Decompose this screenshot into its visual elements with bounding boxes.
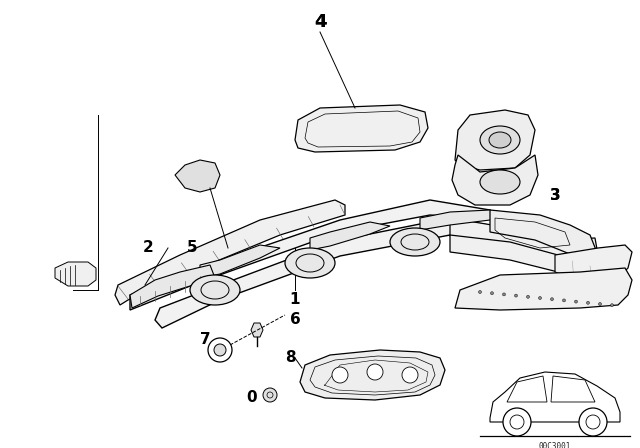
Text: 4: 4 xyxy=(314,13,326,31)
Text: 6: 6 xyxy=(290,313,300,327)
Polygon shape xyxy=(452,155,538,205)
Circle shape xyxy=(611,304,614,307)
Circle shape xyxy=(332,367,348,383)
Text: 2: 2 xyxy=(143,241,154,255)
Circle shape xyxy=(527,295,529,298)
Polygon shape xyxy=(115,200,345,305)
Circle shape xyxy=(579,408,607,436)
Text: 7: 7 xyxy=(200,332,211,348)
Circle shape xyxy=(538,297,541,300)
Circle shape xyxy=(502,293,506,296)
Circle shape xyxy=(214,344,226,356)
Circle shape xyxy=(490,292,493,295)
Circle shape xyxy=(367,364,383,380)
Polygon shape xyxy=(295,105,428,152)
Circle shape xyxy=(598,302,602,306)
Polygon shape xyxy=(175,160,220,192)
Circle shape xyxy=(575,300,577,303)
Polygon shape xyxy=(310,222,390,250)
Polygon shape xyxy=(455,110,535,170)
Circle shape xyxy=(208,338,232,362)
Text: 8: 8 xyxy=(285,350,295,366)
Polygon shape xyxy=(420,210,500,230)
Text: 1: 1 xyxy=(290,293,300,307)
Polygon shape xyxy=(450,235,600,272)
Text: 5: 5 xyxy=(187,241,197,255)
Circle shape xyxy=(263,388,277,402)
Polygon shape xyxy=(200,245,280,278)
Circle shape xyxy=(515,294,518,297)
Text: 00C3001: 00C3001 xyxy=(539,442,571,448)
Text: 3: 3 xyxy=(550,188,560,202)
Ellipse shape xyxy=(489,132,511,148)
Circle shape xyxy=(503,408,531,436)
Polygon shape xyxy=(455,268,632,310)
Text: 3: 3 xyxy=(550,188,560,202)
Polygon shape xyxy=(155,218,510,328)
Circle shape xyxy=(563,299,566,302)
Ellipse shape xyxy=(480,170,520,194)
Ellipse shape xyxy=(190,275,240,305)
Polygon shape xyxy=(55,262,96,286)
Text: 4: 4 xyxy=(314,13,326,31)
Polygon shape xyxy=(490,210,598,262)
Polygon shape xyxy=(130,200,500,310)
Text: 0: 0 xyxy=(246,391,257,405)
Circle shape xyxy=(586,302,589,304)
Polygon shape xyxy=(300,350,445,400)
Polygon shape xyxy=(130,265,215,308)
Circle shape xyxy=(550,298,554,301)
Ellipse shape xyxy=(285,248,335,278)
Ellipse shape xyxy=(390,228,440,256)
Polygon shape xyxy=(555,245,632,282)
Circle shape xyxy=(479,290,481,293)
Polygon shape xyxy=(251,323,263,337)
Circle shape xyxy=(402,367,418,383)
Ellipse shape xyxy=(480,126,520,154)
Polygon shape xyxy=(450,218,598,258)
